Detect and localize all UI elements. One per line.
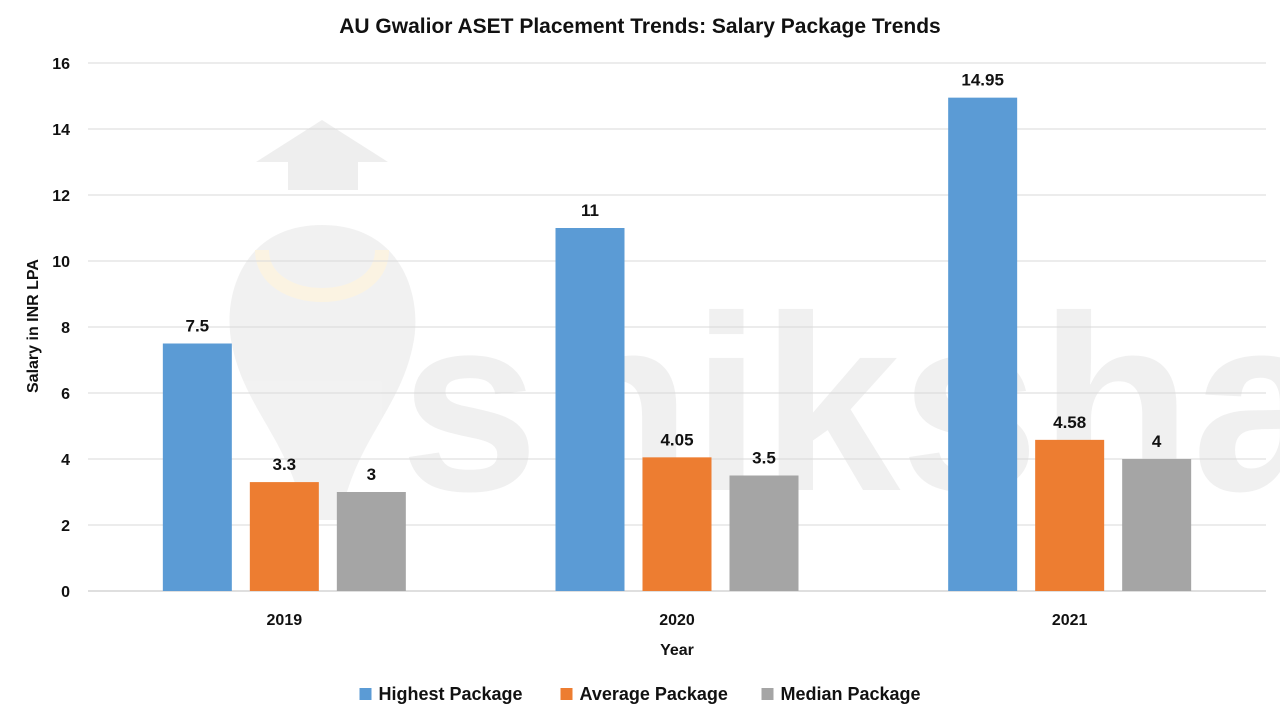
chart-title: AU Gwalior ASET Placement Trends: Salary… [339, 15, 940, 38]
legend-item-average-package: Average Package [560, 684, 728, 704]
y-tick-label: 0 [61, 584, 70, 601]
y-tick-label: 12 [52, 188, 70, 205]
y-tick-label: 8 [61, 320, 70, 337]
y-tick-label: 6 [61, 386, 70, 403]
data-label: 14.95 [961, 71, 1004, 90]
x-axis-ticks: 2019 2020 2021 [267, 612, 1088, 629]
y-tick-label: 16 [52, 56, 70, 73]
legend-label: Median Package [781, 684, 921, 704]
bar-highest-package-2020 [555, 228, 625, 591]
x-axis-label: Year [660, 642, 694, 659]
legend-item-highest-package: Highest Package [359, 684, 523, 704]
legend-label: Average Package [580, 684, 728, 704]
bar-highest-package-2019 [162, 343, 232, 591]
bar-average-package-2020 [642, 457, 712, 591]
data-labels: 7.5 3.3 3 11 4.05 3.5 14.95 4.58 4 [186, 71, 1162, 484]
bar-median-package-2020 [729, 475, 799, 591]
y-axis-label: Salary in INR LPA [25, 259, 42, 393]
y-tick-label: 10 [52, 254, 70, 271]
legend-swatch [359, 688, 372, 700]
watermark-arc-icon [255, 249, 389, 302]
y-tick-label: 14 [52, 122, 70, 139]
data-label: 3.3 [273, 455, 297, 474]
x-tick-label: 2021 [1052, 612, 1088, 629]
x-tick-label: 2020 [659, 612, 695, 629]
bar-average-package-2019 [249, 482, 319, 591]
x-tick-label: 2019 [267, 612, 303, 629]
bars [162, 97, 1192, 592]
bar-average-package-2021 [1035, 439, 1105, 591]
bar-median-package-2021 [1122, 459, 1192, 591]
data-label: 4 [1152, 432, 1162, 451]
data-label: 3 [367, 465, 376, 484]
data-label: 11 [581, 201, 599, 220]
legend-swatch [761, 688, 774, 700]
legend: Highest Package Average Package Median Pac… [359, 684, 921, 704]
bar-highest-package-2021 [948, 97, 1018, 592]
y-tick-label: 2 [61, 518, 70, 535]
watermark-cap-band [288, 162, 358, 190]
y-axis-ticks: 0 2 4 6 8 10 12 14 16 [52, 56, 70, 601]
data-label: 3.5 [752, 449, 776, 468]
legend-label: Highest Package [379, 684, 523, 704]
watermark-bulb-icon [229, 225, 416, 520]
data-label: 7.5 [186, 317, 210, 336]
data-label: 4.05 [660, 430, 693, 449]
data-label: 4.58 [1053, 413, 1086, 432]
y-tick-label: 4 [61, 452, 70, 469]
legend-swatch [560, 688, 573, 700]
legend-item-median-package: Median Package [761, 684, 921, 704]
bar-median-package-2019 [336, 492, 406, 591]
watermark-cap-icon [256, 120, 388, 162]
